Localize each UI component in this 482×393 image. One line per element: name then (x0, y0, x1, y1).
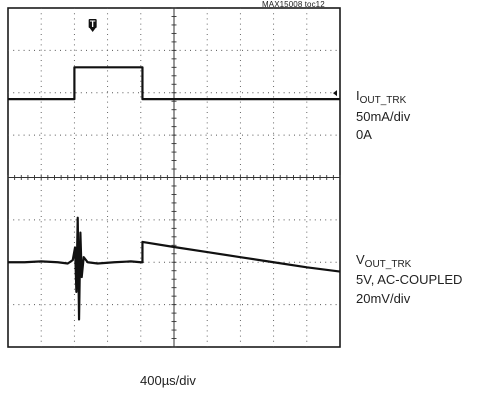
trace-channel1 (8, 66, 340, 101)
figure-tag: MAX15008 toc12 (262, 0, 325, 9)
graticule (7, 7, 341, 348)
trigger-marker-point (89, 28, 96, 32)
time-scale-label: 400µs/div (140, 373, 196, 388)
ground-marker-icon (333, 90, 337, 97)
channel1-name-main: I (356, 88, 360, 103)
channel1-ground-label: 0A (356, 127, 372, 142)
channel1-scale: 50mA/div (356, 109, 411, 124)
channel2-name: VOUT_TRK (356, 252, 412, 270)
traces (8, 66, 341, 321)
channel2-scale: 20mV/div (356, 291, 411, 306)
channel2-coupling: 5V, AC-COUPLED (356, 272, 463, 287)
channel1-name-sub: OUT_TRK (359, 95, 407, 106)
channel1-name: IOUT_TRK (356, 88, 407, 106)
markers: T (88, 19, 337, 97)
channel2-name-main: V (356, 252, 365, 267)
trigger-marker-label: T (90, 19, 96, 29)
trace-channel2 (8, 216, 341, 321)
trigger-marker-icon (88, 19, 97, 28)
channel2-name-sub: OUT_TRK (364, 259, 412, 270)
